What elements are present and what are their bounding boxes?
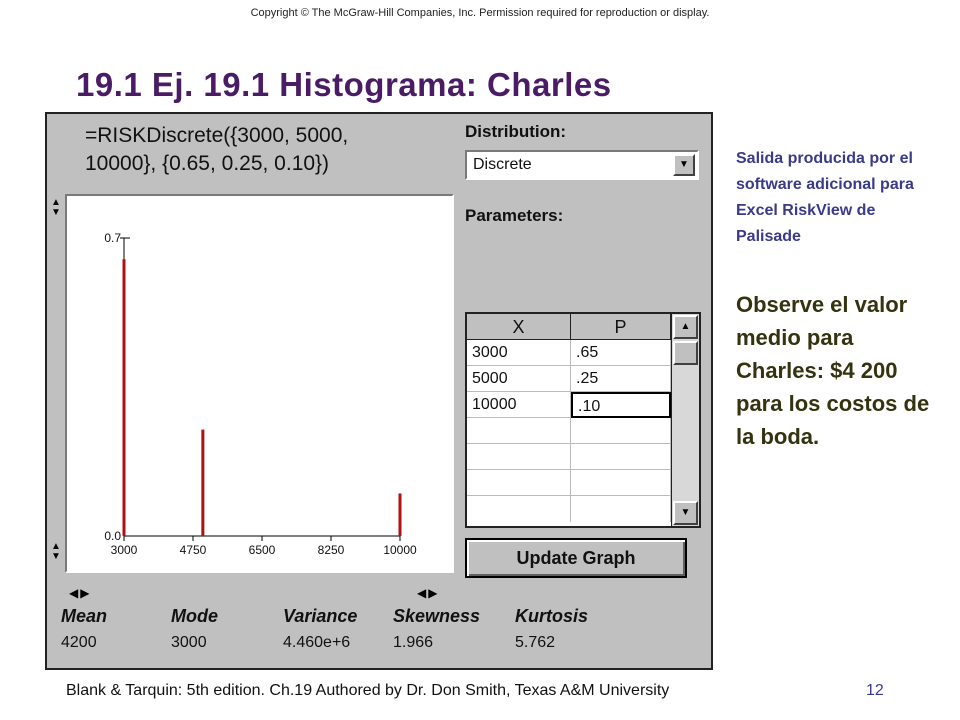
stat-label-kurtosis: Kurtosis: [515, 606, 589, 626]
cell-p-row-1[interactable]: .65: [571, 340, 671, 366]
column-header-p: P: [571, 314, 671, 340]
right-slider-arrows[interactable]: ◀▶: [417, 586, 440, 600]
scroll-thumb[interactable]: [673, 341, 698, 365]
y-tick-label: 0.0: [104, 529, 121, 543]
cell-empty[interactable]: [571, 496, 671, 522]
x-tick-label: 8250: [318, 543, 345, 557]
cell-x-row-2[interactable]: 5000: [467, 366, 571, 392]
stat-label-variance: Variance: [283, 606, 358, 626]
cell-p-row-2[interactable]: .25: [571, 366, 671, 392]
page-number: 12: [866, 682, 884, 699]
scroll-up-icon[interactable]: ▲: [673, 315, 698, 339]
cell-empty[interactable]: [571, 444, 671, 470]
top-marker-arrows[interactable]: ▲ ▼: [51, 197, 61, 218]
cell-empty[interactable]: [467, 470, 571, 496]
distribution-label: Distribution:: [465, 122, 567, 141]
software-note: Salida producida por el software adicion…: [736, 150, 914, 245]
stat-label-mode: Mode: [171, 606, 218, 626]
cell-empty[interactable]: [467, 496, 571, 522]
histogram-bar: [201, 429, 205, 536]
distribution-value: Discrete: [473, 156, 532, 173]
stat-value-variance: 4.460e+6: [283, 634, 351, 651]
stat-value-mode: 3000: [171, 634, 207, 651]
x-tick-label: 3000: [111, 543, 138, 557]
stat-value-skewness: 1.966: [393, 634, 434, 651]
copyright-notice: Copyright © The McGraw-Hill Companies, I…: [250, 7, 710, 19]
chevron-down-icon[interactable]: ▼: [673, 154, 695, 176]
histogram-plot: 3000 4750 6500 8250 10000 0.0 0.7: [65, 194, 454, 573]
cell-empty[interactable]: [467, 444, 571, 470]
slide-title: 19.1 Ej. 19.1 Histograma: Charles: [76, 66, 612, 103]
cell-p-row-3[interactable]: .10: [571, 392, 671, 418]
x-tick-label: 4750: [180, 543, 207, 557]
cell-empty[interactable]: [571, 418, 671, 444]
cell-empty[interactable]: [571, 470, 671, 496]
formula-text: =RISKDiscrete({3000, 5000, 10000}, {0.65…: [85, 122, 425, 178]
bottom-marker-arrows[interactable]: ▲ ▼: [51, 541, 61, 562]
left-slider-arrows[interactable]: ◀▶: [69, 586, 92, 600]
mean-observation-note: Observe el valor medio para Charles: $4 …: [736, 292, 930, 449]
footer-citation: Blank & Tarquin: 5th edition. Ch.19 Auth…: [66, 682, 670, 699]
formula-line-2: 10000}, {0.65, 0.25, 0.10}): [85, 152, 330, 175]
cell-empty[interactable]: [467, 418, 571, 444]
grid-scrollbar[interactable]: ▲ ▼: [671, 314, 699, 526]
distribution-select[interactable]: Discrete ▼: [465, 150, 699, 180]
stat-value-mean: 4200: [61, 634, 97, 651]
histogram-chart: 3000 4750 6500 8250 10000 0.0 0.7: [104, 231, 417, 557]
stat-value-kurtosis: 5.762: [515, 634, 556, 651]
update-graph-button[interactable]: Update Graph: [465, 538, 687, 578]
column-header-x: X: [467, 314, 571, 340]
parameters-grid: X P 3000 .65 5000 .25 10000 .10 ▲ ▼: [465, 312, 701, 528]
x-tick-label: 6500: [249, 543, 276, 557]
cell-x-row-3[interactable]: 10000: [467, 392, 571, 418]
histogram-bar: [398, 493, 402, 536]
stat-label-skewness: Skewness: [393, 606, 481, 626]
parameters-label: Parameters:: [465, 206, 564, 225]
x-tick-label: 10000: [383, 543, 417, 557]
formula-line-1: =RISKDiscrete({3000, 5000,: [85, 124, 349, 147]
histogram-bar: [122, 259, 126, 536]
riskview-window: =RISKDiscrete({3000, 5000, 10000}, {0.65…: [45, 112, 713, 670]
stat-label-mean: Mean: [61, 606, 108, 626]
y-tick-label: 0.7: [104, 231, 121, 245]
scroll-down-icon[interactable]: ▼: [673, 501, 698, 525]
cell-x-row-1[interactable]: 3000: [467, 340, 571, 366]
